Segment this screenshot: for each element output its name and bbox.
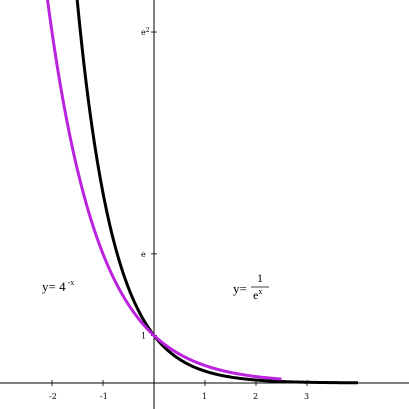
label-four-power: y= 4 -x <box>42 278 74 294</box>
x-tick-label: 3 <box>304 392 309 401</box>
y-tick-label: e <box>141 250 146 259</box>
series-line-0 <box>75 0 359 385</box>
svg-text:1: 1 <box>257 271 263 285</box>
curves <box>46 0 359 385</box>
label-reciprocal-e: y= 1 ex <box>233 271 269 302</box>
x-tick-label: 2 <box>253 392 258 401</box>
tick-labels: -2 -1 1 2 3 1 e e2 <box>49 27 309 401</box>
series-line-1 <box>46 0 283 381</box>
svg-text:y=: y= <box>233 281 247 296</box>
svg-text:ex: ex <box>253 287 262 302</box>
x-tick-label: 1 <box>202 392 207 401</box>
y-tick-label: 1 <box>141 332 146 341</box>
y-tick-label: e2 <box>141 27 150 37</box>
x-tick-label: -1 <box>100 392 108 401</box>
x-tick-label: -2 <box>49 392 57 401</box>
